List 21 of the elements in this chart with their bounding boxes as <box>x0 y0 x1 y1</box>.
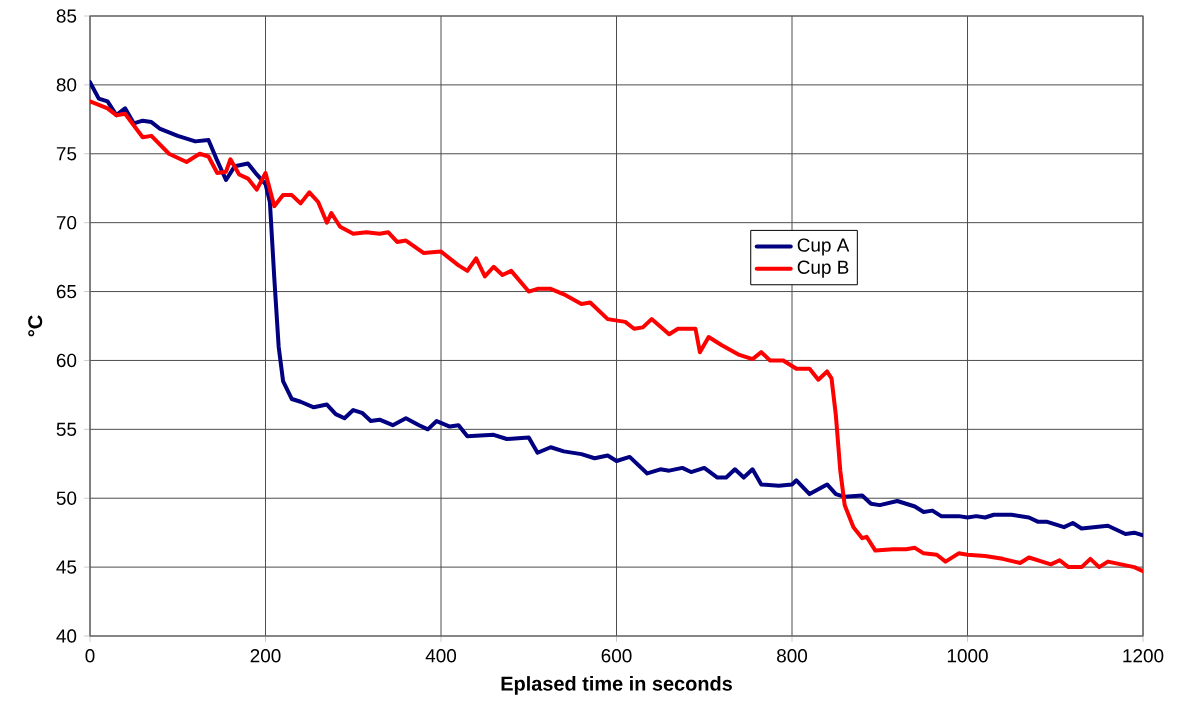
x-tick-label: 1000 <box>947 649 988 663</box>
x-tick-label: 600 <box>601 649 632 663</box>
x-axis-title: Eplased time in seconds <box>501 676 732 695</box>
y-tick-label: 50 <box>56 491 77 505</box>
y-tick-label: 45 <box>56 560 77 574</box>
y-tick-label: 55 <box>56 422 77 436</box>
y-tick-label: 85 <box>56 9 77 23</box>
x-tick-label: 200 <box>250 649 281 663</box>
x-tick-label: 400 <box>425 649 457 663</box>
y-axis-title: °C <box>28 315 43 337</box>
legend-label: Cup B <box>797 260 849 278</box>
y-tick-label: 75 <box>56 147 77 161</box>
y-tick-label: 60 <box>56 353 77 368</box>
x-tick-label: 1200 <box>1123 649 1164 663</box>
legend-label: Cup A <box>797 238 850 256</box>
y-tick-label: 70 <box>56 215 77 230</box>
y-tick-label: 80 <box>56 78 77 92</box>
y-tick-label: 65 <box>56 284 77 299</box>
y-tick-label: 40 <box>56 629 77 643</box>
x-tick-label: 800 <box>777 649 808 663</box>
x-tick-label: 0 <box>85 649 95 663</box>
